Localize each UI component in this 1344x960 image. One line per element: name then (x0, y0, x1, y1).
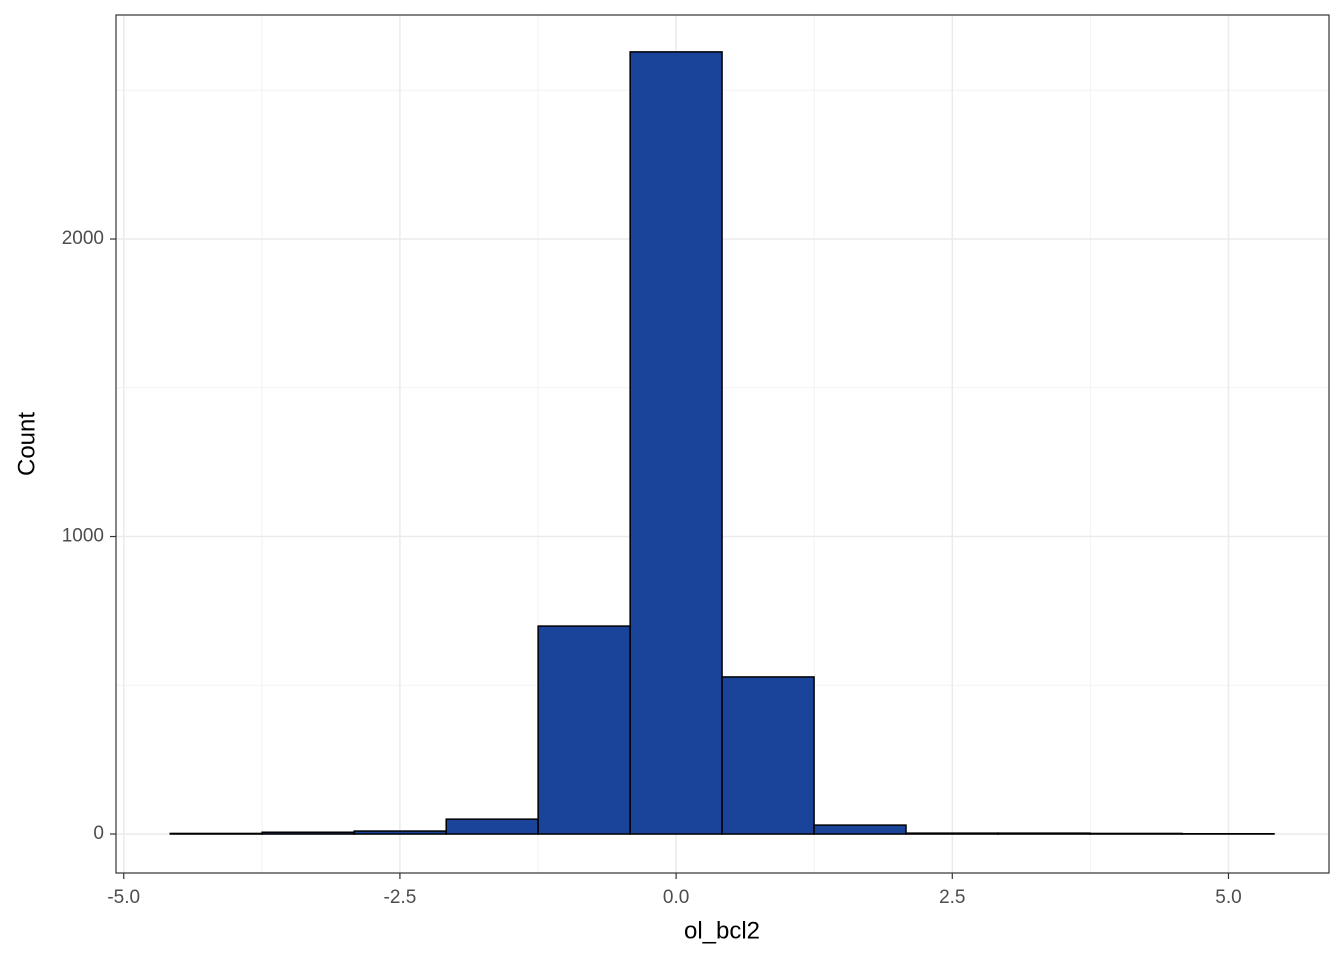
x-tick-label: -5.0 (107, 887, 140, 908)
x-tick-label: 0.0 (663, 887, 689, 908)
bar (169, 832, 263, 835)
bar (629, 51, 723, 835)
x-tick-label: 5.0 (1215, 887, 1241, 908)
y-axis-title: Count (13, 412, 40, 476)
bars (169, 51, 1275, 835)
bar (997, 832, 1091, 835)
bar (1089, 832, 1183, 835)
y-tick-label: 2000 (62, 228, 104, 249)
bar (721, 676, 815, 835)
bar (813, 824, 907, 835)
panel-border (115, 14, 1330, 874)
bar (261, 831, 355, 835)
y-tick-label: 1000 (62, 526, 104, 547)
bar (445, 818, 539, 835)
x-tick-label: 2.5 (939, 887, 965, 908)
y-tick-label: 0 (93, 823, 104, 844)
bar (537, 625, 631, 835)
x-axis-title: ol_bcl2 (684, 917, 760, 944)
bar (353, 830, 447, 835)
x-tick-label: -2.5 (384, 887, 417, 908)
bar (905, 832, 999, 835)
